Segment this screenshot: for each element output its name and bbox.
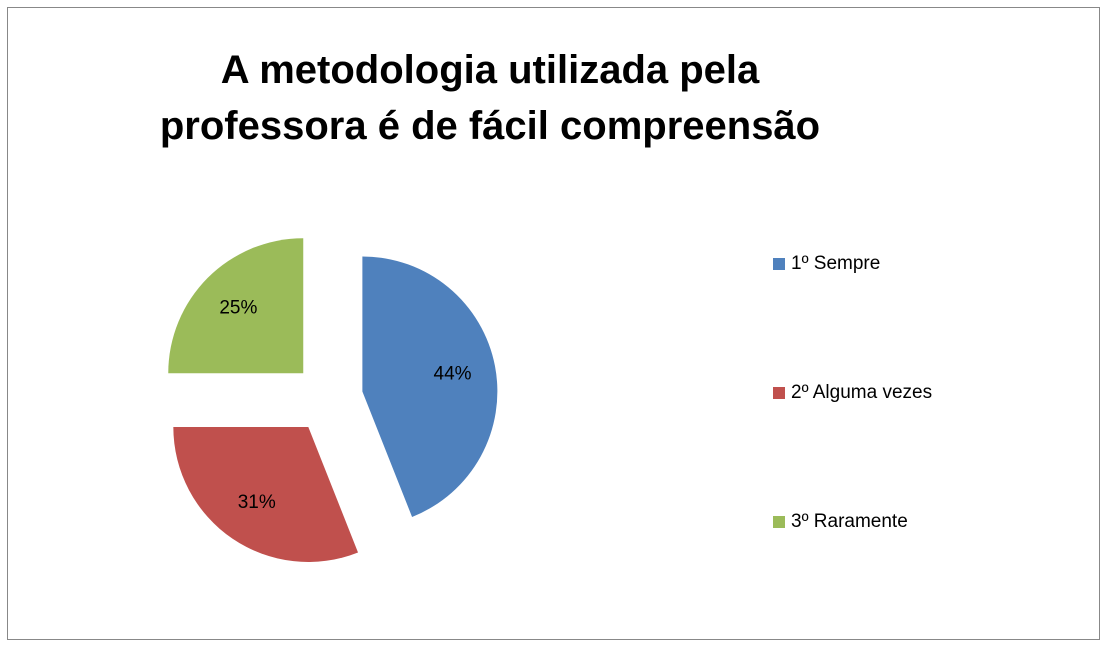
pie-slice xyxy=(168,238,304,374)
legend-label: 2º Alguma vezes xyxy=(791,382,932,403)
data-label: 44% xyxy=(434,363,472,384)
legend-swatch xyxy=(773,516,785,528)
pie-slice xyxy=(173,426,359,562)
data-label: 31% xyxy=(238,492,276,513)
legend-label: 3º Raramente xyxy=(791,511,908,532)
chart-title: A metodologia utilizada pela professora … xyxy=(159,48,821,148)
legend-swatch xyxy=(773,258,785,270)
data-label: 25% xyxy=(219,297,257,318)
legend-swatch xyxy=(773,387,785,399)
legend-label: 1º Sempre xyxy=(791,253,880,274)
pie-slice xyxy=(362,256,498,517)
